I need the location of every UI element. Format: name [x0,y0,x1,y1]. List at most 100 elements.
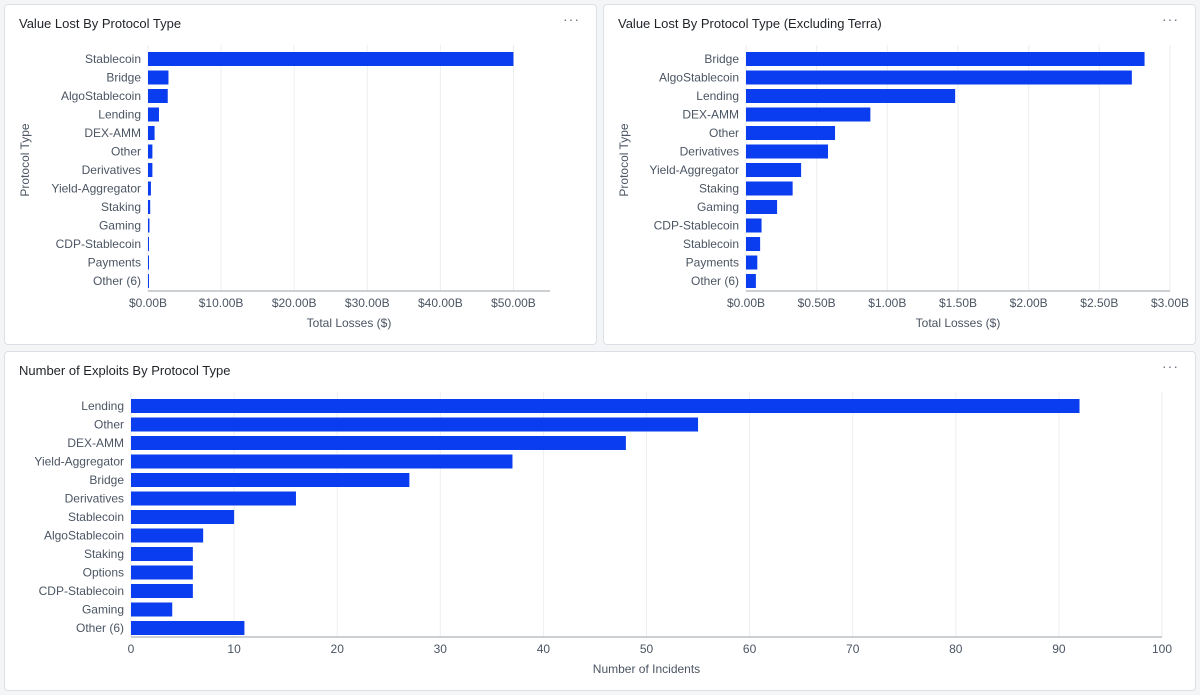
y-tick-label: Derivatives [82,163,141,177]
x-tick-label: $0.00B [129,296,167,310]
y-tick-label: Lending [696,89,739,103]
bar[interactable] [746,274,756,288]
bar[interactable] [131,528,204,543]
y-axis-title: Protocol Type [18,123,32,196]
x-tick-label: 60 [743,642,757,656]
bar[interactable] [131,547,193,561]
bar[interactable] [148,144,153,159]
y-tick-label: AlgoStablecoin [44,529,124,543]
bar[interactable] [148,107,159,122]
bar[interactable] [148,237,149,251]
chart-panel-value-lost-excl-terra: Value Lost By Protocol Type (Excluding T… [603,4,1196,345]
chart-value-lost: $0.00B $10.00B $20.00B $30.00B $40.00B $50.00… [18,45,550,330]
bar[interactable] [746,255,758,270]
x-tick-label: $0.50B [798,296,836,310]
y-tick-label: DEX-AMM [84,126,141,140]
y-axis-title: Protocol Type [617,123,631,196]
y-tick-label: AlgoStablecoin [659,71,739,85]
x-axis-title: Number of Incidents [593,662,700,676]
y-tick-label: Other [94,418,124,432]
bar[interactable] [148,126,155,140]
y-tick-label: CDP-Stablecoin [56,237,141,251]
chart-panel-exploit-count: Number of Exploits By Protocol Type ··· … [4,351,1196,691]
x-tick-label: 100 [1152,642,1172,656]
bar[interactable] [148,274,149,288]
y-tick-label: Gaming [82,603,124,617]
chart-value-lost-excl-terra: $0.00B $0.50B $1.00B $1.50B $2.00B $2.50B $3.0… [617,45,1189,330]
y-tick-label: CDP-Stablecoin [39,584,124,598]
bar[interactable] [148,52,514,66]
bar[interactable] [746,107,871,122]
bar[interactable] [131,417,699,432]
x-tick-label: $3.00B [1151,296,1189,310]
bar[interactable] [746,52,1145,66]
y-tick-label: Gaming [99,219,141,233]
bar[interactable] [746,163,802,177]
bar[interactable] [148,70,169,85]
panel-title: Value Lost By Protocol Type (Excluding T… [618,16,882,31]
y-tick-label: DEX-AMM [67,436,124,450]
bar[interactable] [746,237,761,251]
panel-title: Value Lost By Protocol Type [19,16,182,31]
y-tick-label: Bridge [106,71,141,85]
bar[interactable] [746,200,778,214]
y-tick-label: Lending [98,108,141,122]
bar[interactable] [746,218,762,233]
bar[interactable] [131,510,235,524]
bar[interactable] [131,602,173,617]
more-options-icon[interactable]: ··· [563,11,580,27]
bar[interactable] [131,399,1080,413]
bar[interactable] [746,126,836,140]
bar[interactable] [131,621,245,635]
bar[interactable] [131,454,513,469]
bar[interactable] [746,181,793,196]
bar[interactable] [746,89,956,103]
x-tick-label: 0 [128,642,135,656]
bar[interactable] [131,473,410,487]
more-options-icon[interactable]: ··· [1162,11,1179,27]
y-tick-label: Other (6) [93,274,141,288]
y-tick-label: Staking [84,547,124,561]
x-tick-label: $30.00B [345,296,390,310]
x-tick-label: $20.00B [272,296,317,310]
y-tick-label: AlgoStablecoin [61,89,141,103]
x-tick-label: 80 [949,642,963,656]
bar[interactable] [131,565,193,580]
bar[interactable] [131,491,296,506]
x-tick-label: 20 [331,642,345,656]
y-tick-label: Gaming [697,200,739,214]
bar[interactable] [148,200,151,214]
y-tick-label: Bridge [704,52,739,66]
y-tick-label: Stablecoin [683,237,739,251]
x-tick-label: 10 [227,642,241,656]
bar[interactable] [148,218,150,233]
x-tick-label: 30 [434,642,448,656]
chart-exploit-count: 0 10 20 30 40 50 60 70 80 90 100 Lending Other DEX-AM… [34,392,1172,676]
y-tick-label: Other [709,126,739,140]
x-tick-label: $1.00B [868,296,906,310]
y-tick-label: Lending [81,399,124,413]
x-tick-label: 90 [1052,642,1066,656]
y-tick-label: Stablecoin [85,52,141,66]
y-tick-label: DEX-AMM [682,108,739,122]
y-tick-label: Yield-Aggregator [51,182,141,196]
x-tick-label: $2.00B [1010,296,1048,310]
y-tick-label: CDP-Stablecoin [654,219,739,233]
y-tick-label: Bridge [89,473,124,487]
x-tick-label: 70 [846,642,860,656]
more-options-icon[interactable]: ··· [1162,358,1179,374]
y-tick-label: Payments [88,256,141,270]
y-tick-label: Payments [686,256,739,270]
bar[interactable] [746,70,1132,85]
bar[interactable] [148,255,149,270]
y-tick-label: Derivatives [65,492,124,506]
bar[interactable] [131,436,626,450]
bar[interactable] [131,584,193,598]
bar[interactable] [746,144,828,159]
x-tick-label: $10.00B [199,296,244,310]
bar[interactable] [148,89,168,103]
y-tick-label: Yield-Aggregator [34,455,124,469]
bar[interactable] [148,163,153,177]
y-tick-label: Stablecoin [68,510,124,524]
bar[interactable] [148,181,151,196]
